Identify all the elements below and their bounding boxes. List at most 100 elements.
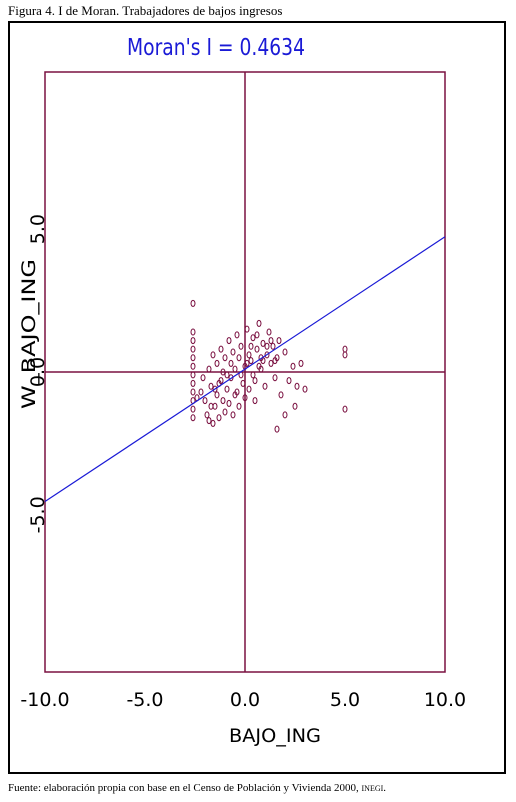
data-point: [190, 328, 196, 336]
chart-frame: [8, 21, 506, 774]
data-point: [244, 359, 250, 367]
x-tick-label: 0.0: [230, 689, 260, 711]
data-point: [234, 331, 240, 339]
data-point: [212, 385, 218, 393]
y-tick-label: 5.0: [27, 214, 49, 244]
source-text: Fuente: elaboración propia con base en e…: [8, 782, 362, 794]
data-point: [246, 385, 252, 393]
data-point: [244, 325, 250, 333]
data-point: [242, 394, 248, 402]
data-point: [190, 414, 196, 422]
data-point: [236, 354, 242, 362]
data-point: [190, 379, 196, 387]
y-axis-label: W_BAJO_ING: [18, 259, 40, 409]
data-point: [202, 397, 208, 405]
data-point: [260, 339, 266, 347]
y-tick-label: -5.0: [27, 496, 49, 533]
data-point: [238, 342, 244, 350]
data-point: [236, 402, 242, 410]
data-point: [264, 351, 270, 359]
data-point: [282, 411, 288, 419]
data-point: [230, 348, 236, 356]
data-point: [198, 388, 204, 396]
data-point: [264, 342, 270, 350]
data-point: [206, 417, 212, 425]
data-point: [250, 334, 256, 342]
data-point: [222, 354, 228, 362]
data-point: [210, 419, 216, 427]
data-point: [272, 374, 278, 382]
data-point: [272, 357, 278, 365]
data-point: [292, 402, 298, 410]
data-point: [290, 362, 296, 370]
data-point: [220, 368, 226, 376]
data-point: [222, 408, 228, 416]
y-tick-label: 0.0: [27, 357, 49, 387]
regression-line: [44, 236, 446, 503]
y-tick-labels: -5.0 0.0 5.0: [27, 214, 49, 533]
x-tick-labels: -10.0 -5.0 0.0 5.0 10.0: [20, 689, 466, 711]
data-point: [226, 337, 232, 345]
data-point: [190, 337, 196, 345]
data-point: [248, 357, 254, 365]
data-point: [190, 388, 196, 396]
data-point: [190, 371, 196, 379]
data-point: [342, 351, 348, 359]
data-point: [276, 337, 282, 345]
data-point: [190, 362, 196, 370]
data-point: [190, 345, 196, 353]
data-point: [206, 365, 212, 373]
data-point: [256, 319, 262, 327]
data-point: [216, 414, 222, 422]
data-point: [268, 359, 274, 367]
figure-source: Fuente: elaboración propia con base en e…: [8, 782, 386, 794]
data-point: [248, 342, 254, 350]
data-point: [208, 382, 214, 390]
data-point: [250, 371, 256, 379]
figure-caption: Figura 4. I de Moran. Trabajadores de ba…: [8, 3, 283, 18]
data-point: [218, 345, 224, 353]
data-point: [302, 385, 308, 393]
data-point: [226, 399, 232, 407]
chart-title: Moran's I = 0.4634: [127, 35, 305, 61]
data-point: [252, 377, 258, 385]
data-point: [342, 345, 348, 353]
data-point: [228, 359, 234, 367]
data-point: [254, 345, 260, 353]
data-point: [270, 342, 276, 350]
data-point: [252, 397, 258, 405]
data-point: [200, 374, 206, 382]
data-point: [246, 351, 252, 359]
x-tick-label: 10.0: [424, 689, 466, 711]
data-point: [230, 411, 236, 419]
source-end: .: [383, 782, 387, 794]
data-point: [268, 337, 274, 345]
source-agency: INEGI: [361, 784, 384, 793]
data-point: [256, 362, 262, 370]
data-point: [204, 411, 210, 419]
data-point: [282, 348, 288, 356]
data-point: [278, 391, 284, 399]
x-tick-label: 5.0: [330, 689, 360, 711]
x-tick-label: -5.0: [126, 689, 163, 711]
data-point: [240, 379, 246, 387]
data-point: [190, 354, 196, 362]
data-point: [214, 359, 220, 367]
data-point: [254, 331, 260, 339]
data-point: [210, 351, 216, 359]
data-point: [266, 328, 272, 336]
data-point: [262, 382, 268, 390]
data-point: [298, 359, 304, 367]
data-point: [224, 385, 230, 393]
data-point: [214, 391, 220, 399]
data-point: [220, 397, 226, 405]
data-point: [286, 377, 292, 385]
data-point: [208, 402, 214, 410]
data-point: [224, 371, 230, 379]
data-point: [274, 425, 280, 433]
data-point: [190, 299, 196, 307]
data-point: [232, 365, 238, 373]
data-point: [342, 405, 348, 413]
x-tick-label: -10.0: [20, 689, 69, 711]
